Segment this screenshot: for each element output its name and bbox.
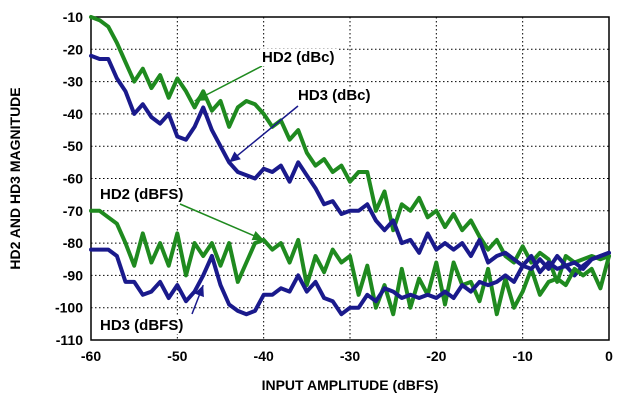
series-layer (89, 15, 611, 317)
annotation-arrowhead (194, 91, 207, 101)
annotation-label-background (98, 186, 186, 203)
annotation-arrowhead (251, 230, 264, 241)
y-tick-label: -30 (63, 74, 83, 90)
x-tick-labels: -60 -50 -40 -30 -20 -10 0 (81, 348, 613, 364)
y-tick-label: -100 (55, 300, 83, 316)
x-tick-label: -50 (167, 348, 187, 364)
annotation-label: HD2 (dBc) (262, 49, 335, 66)
annotation-arrowhead (194, 285, 204, 298)
plot-frame (90, 16, 610, 341)
annotation-label-background (296, 87, 373, 104)
y-tick-label: -20 (63, 41, 83, 57)
annotation-label: HD2 (dBFS) (100, 186, 183, 203)
y-tick-label: -50 (63, 138, 83, 154)
series-line-4 (89, 247, 611, 317)
annotation-arrowhead (229, 151, 241, 163)
x-tick-label: 0 (605, 348, 613, 364)
x-tick-label: -20 (426, 348, 446, 364)
x-tick-label: -10 (513, 348, 533, 364)
y-tick-label: -110 (56, 332, 83, 348)
y-tick-label: -60 (63, 171, 83, 187)
annotation-label-background (260, 49, 337, 66)
annotation-label: HD3 (dBc) (298, 87, 371, 104)
x-tick-label: -30 (340, 348, 360, 364)
y-tick-label: -80 (63, 235, 83, 251)
y-tick-labels: -10 -20 -30 -40 -50 -60 -70 -80 -90 -100 -110 (55, 9, 83, 348)
y-tick-label: -40 (63, 106, 83, 122)
annotation-label: HD3 (dBFS) (100, 317, 183, 334)
annotation-label-background (98, 317, 186, 334)
annotation-layer: HD2 (dBc) HD3 (dBc) HD2 (dBFS) HD3 (dBFS) (98, 49, 373, 334)
x-tick-label: -60 (81, 348, 101, 364)
annotation-leader (179, 203, 264, 241)
x-tick-label: -40 (254, 348, 274, 364)
series-line-3 (89, 208, 611, 317)
annotation-leader (228, 105, 299, 163)
x-axis-title: INPUT AMPLITUDE (dBFS) (262, 377, 439, 393)
y-axis-title: HD2 AND HD3 MAGNITUDE (7, 87, 23, 269)
series-line-1 (89, 15, 611, 284)
y-tick-label: -90 (63, 267, 83, 283)
y-tick-label: -10 (63, 9, 83, 25)
annotation-leader (194, 65, 263, 102)
y-tick-label: -70 (63, 203, 83, 219)
